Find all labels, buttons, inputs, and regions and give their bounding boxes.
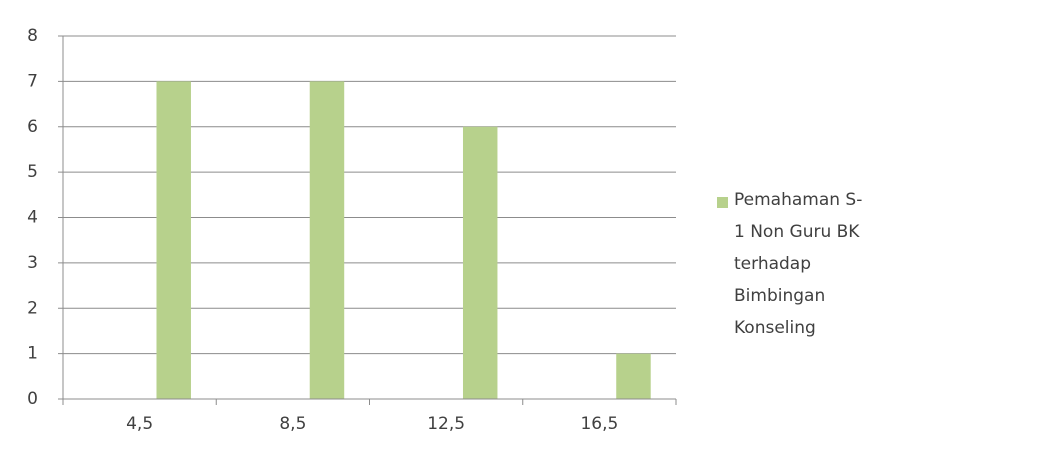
y-tick-label: 8 — [27, 26, 38, 46]
bar — [462, 126, 498, 399]
bar — [309, 81, 345, 399]
y-tick-label: 1 — [27, 344, 38, 364]
x-tick-label: 8,5 — [279, 414, 306, 434]
x-tick-label: 4,5 — [126, 414, 153, 434]
y-tick-label: 2 — [27, 298, 38, 318]
x-tick-label: 12,5 — [427, 414, 465, 434]
x-tick-label: 16,5 — [580, 414, 618, 434]
y-tick-label: 7 — [27, 71, 38, 91]
bar — [156, 81, 191, 399]
legend-label: Pemahaman S-1 Non Guru BK terhadap Bimbi… — [734, 190, 863, 338]
legend: Pemahaman S-1 Non Guru BK terhadap Bimbi… — [717, 190, 867, 344]
y-tick-label: 6 — [27, 117, 38, 137]
y-tick-label: 4 — [27, 208, 38, 228]
legend-swatch — [717, 197, 728, 208]
y-tick-label: 0 — [27, 389, 38, 409]
y-tick-label: 5 — [27, 162, 38, 182]
bar — [616, 353, 651, 399]
y-tick-label: 3 — [27, 253, 38, 273]
